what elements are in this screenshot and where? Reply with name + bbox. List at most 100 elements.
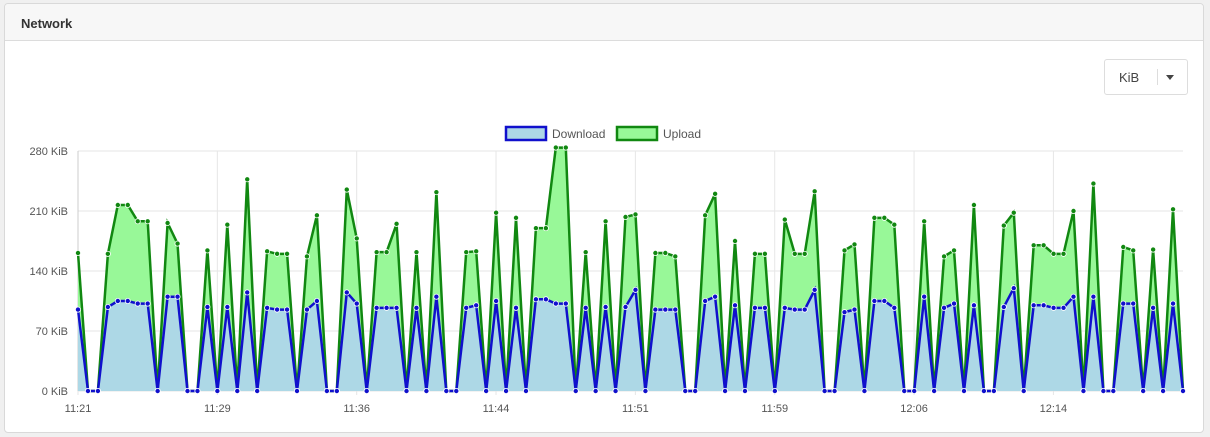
upload-point[interactable] — [124, 201, 131, 208]
download-point[interactable] — [861, 387, 868, 394]
upload-point[interactable] — [353, 235, 360, 242]
upload-point[interactable] — [383, 249, 390, 256]
upload-point[interactable] — [473, 248, 480, 255]
download-point[interactable] — [114, 297, 121, 304]
download-point[interactable] — [851, 306, 858, 313]
download-point[interactable] — [244, 289, 251, 296]
unit-select[interactable]: KiB — [1104, 59, 1188, 95]
download-point[interactable] — [1050, 304, 1057, 311]
download-point[interactable] — [712, 293, 719, 300]
upload-point[interactable] — [303, 253, 310, 260]
download-point[interactable] — [284, 306, 291, 313]
download-point[interactable] — [1020, 387, 1027, 394]
upload-point[interactable] — [732, 237, 739, 244]
download-point[interactable] — [323, 387, 330, 394]
legend-label-download[interactable]: Download — [552, 127, 605, 141]
download-point[interactable] — [572, 387, 579, 394]
download-point[interactable] — [254, 387, 261, 394]
download-point[interactable] — [333, 387, 340, 394]
download-point[interactable] — [672, 306, 679, 313]
download-point[interactable] — [1180, 387, 1187, 394]
upload-point[interactable] — [662, 249, 669, 256]
upload-point[interactable] — [672, 253, 679, 260]
download-point[interactable] — [144, 300, 151, 307]
upload-point[interactable] — [891, 221, 898, 228]
upload-point[interactable] — [1060, 250, 1067, 257]
upload-point[interactable] — [274, 250, 281, 257]
upload-point[interactable] — [871, 214, 878, 221]
legend-label-upload[interactable]: Upload — [663, 127, 701, 141]
upload-point[interactable] — [1040, 242, 1047, 249]
download-point[interactable] — [423, 387, 430, 394]
download-point[interactable] — [1080, 387, 1087, 394]
upload-point[interactable] — [970, 201, 977, 208]
download-point[interactable] — [741, 387, 748, 394]
upload-point[interactable] — [174, 240, 181, 247]
download-point[interactable] — [363, 387, 370, 394]
upload-point[interactable] — [632, 211, 639, 218]
download-point[interactable] — [612, 387, 619, 394]
download-point[interactable] — [184, 387, 191, 394]
download-point[interactable] — [294, 387, 301, 394]
download-point[interactable] — [214, 387, 221, 394]
download-point[interactable] — [1090, 293, 1097, 300]
legend-swatch-upload[interactable] — [615, 125, 659, 142]
upload-point[interactable] — [602, 218, 609, 225]
download-point[interactable] — [383, 304, 390, 311]
download-point[interactable] — [831, 387, 838, 394]
download-point[interactable] — [393, 304, 400, 311]
download-point[interactable] — [443, 387, 450, 394]
upload-point[interactable] — [264, 248, 271, 255]
download-point[interactable] — [931, 387, 938, 394]
download-point[interactable] — [791, 306, 798, 313]
download-point[interactable] — [413, 304, 420, 311]
download-point[interactable] — [811, 286, 818, 293]
upload-point[interactable] — [761, 250, 768, 257]
download-point[interactable] — [274, 306, 281, 313]
upload-point[interactable] — [75, 249, 82, 256]
download-point[interactable] — [781, 304, 788, 311]
download-point[interactable] — [622, 303, 629, 310]
upload-point[interactable] — [532, 225, 539, 232]
download-point[interactable] — [1010, 285, 1017, 292]
download-point[interactable] — [154, 387, 161, 394]
download-point[interactable] — [722, 387, 729, 394]
download-point[interactable] — [891, 304, 898, 311]
upload-point[interactable] — [791, 250, 798, 257]
upload-point[interactable] — [801, 250, 808, 257]
download-point[interactable] — [552, 300, 559, 307]
upload-point[interactable] — [881, 214, 888, 221]
upload-point[interactable] — [562, 144, 569, 151]
upload-point[interactable] — [1070, 207, 1077, 214]
download-point[interactable] — [1060, 304, 1067, 311]
upload-point[interactable] — [542, 225, 549, 232]
download-point[interactable] — [771, 387, 778, 394]
download-point[interactable] — [433, 293, 440, 300]
upload-point[interactable] — [204, 247, 211, 254]
upload-point[interactable] — [463, 249, 470, 256]
download-point[interactable] — [303, 306, 310, 313]
download-point[interactable] — [801, 306, 808, 313]
download-point[interactable] — [1130, 300, 1137, 307]
upload-point[interactable] — [114, 201, 121, 208]
upload-point[interactable] — [652, 249, 659, 256]
upload-point[interactable] — [751, 250, 758, 257]
download-point[interactable] — [1140, 387, 1147, 394]
download-point[interactable] — [881, 297, 888, 304]
upload-point[interactable] — [622, 213, 629, 220]
upload-point[interactable] — [1000, 222, 1007, 229]
caret-down-icon[interactable] — [1166, 75, 1174, 80]
download-point[interactable] — [104, 303, 111, 310]
download-point[interactable] — [532, 296, 539, 303]
upload-point[interactable] — [1090, 180, 1097, 187]
download-point[interactable] — [1100, 387, 1107, 394]
upload-point[interactable] — [134, 218, 141, 225]
upload-point[interactable] — [712, 190, 719, 197]
upload-point[interactable] — [164, 219, 171, 226]
download-point[interactable] — [682, 387, 689, 394]
download-point[interactable] — [732, 302, 739, 309]
download-point[interactable] — [463, 304, 470, 311]
upload-point[interactable] — [224, 221, 231, 228]
download-point[interactable] — [1110, 387, 1117, 394]
download-point[interactable] — [921, 293, 928, 300]
